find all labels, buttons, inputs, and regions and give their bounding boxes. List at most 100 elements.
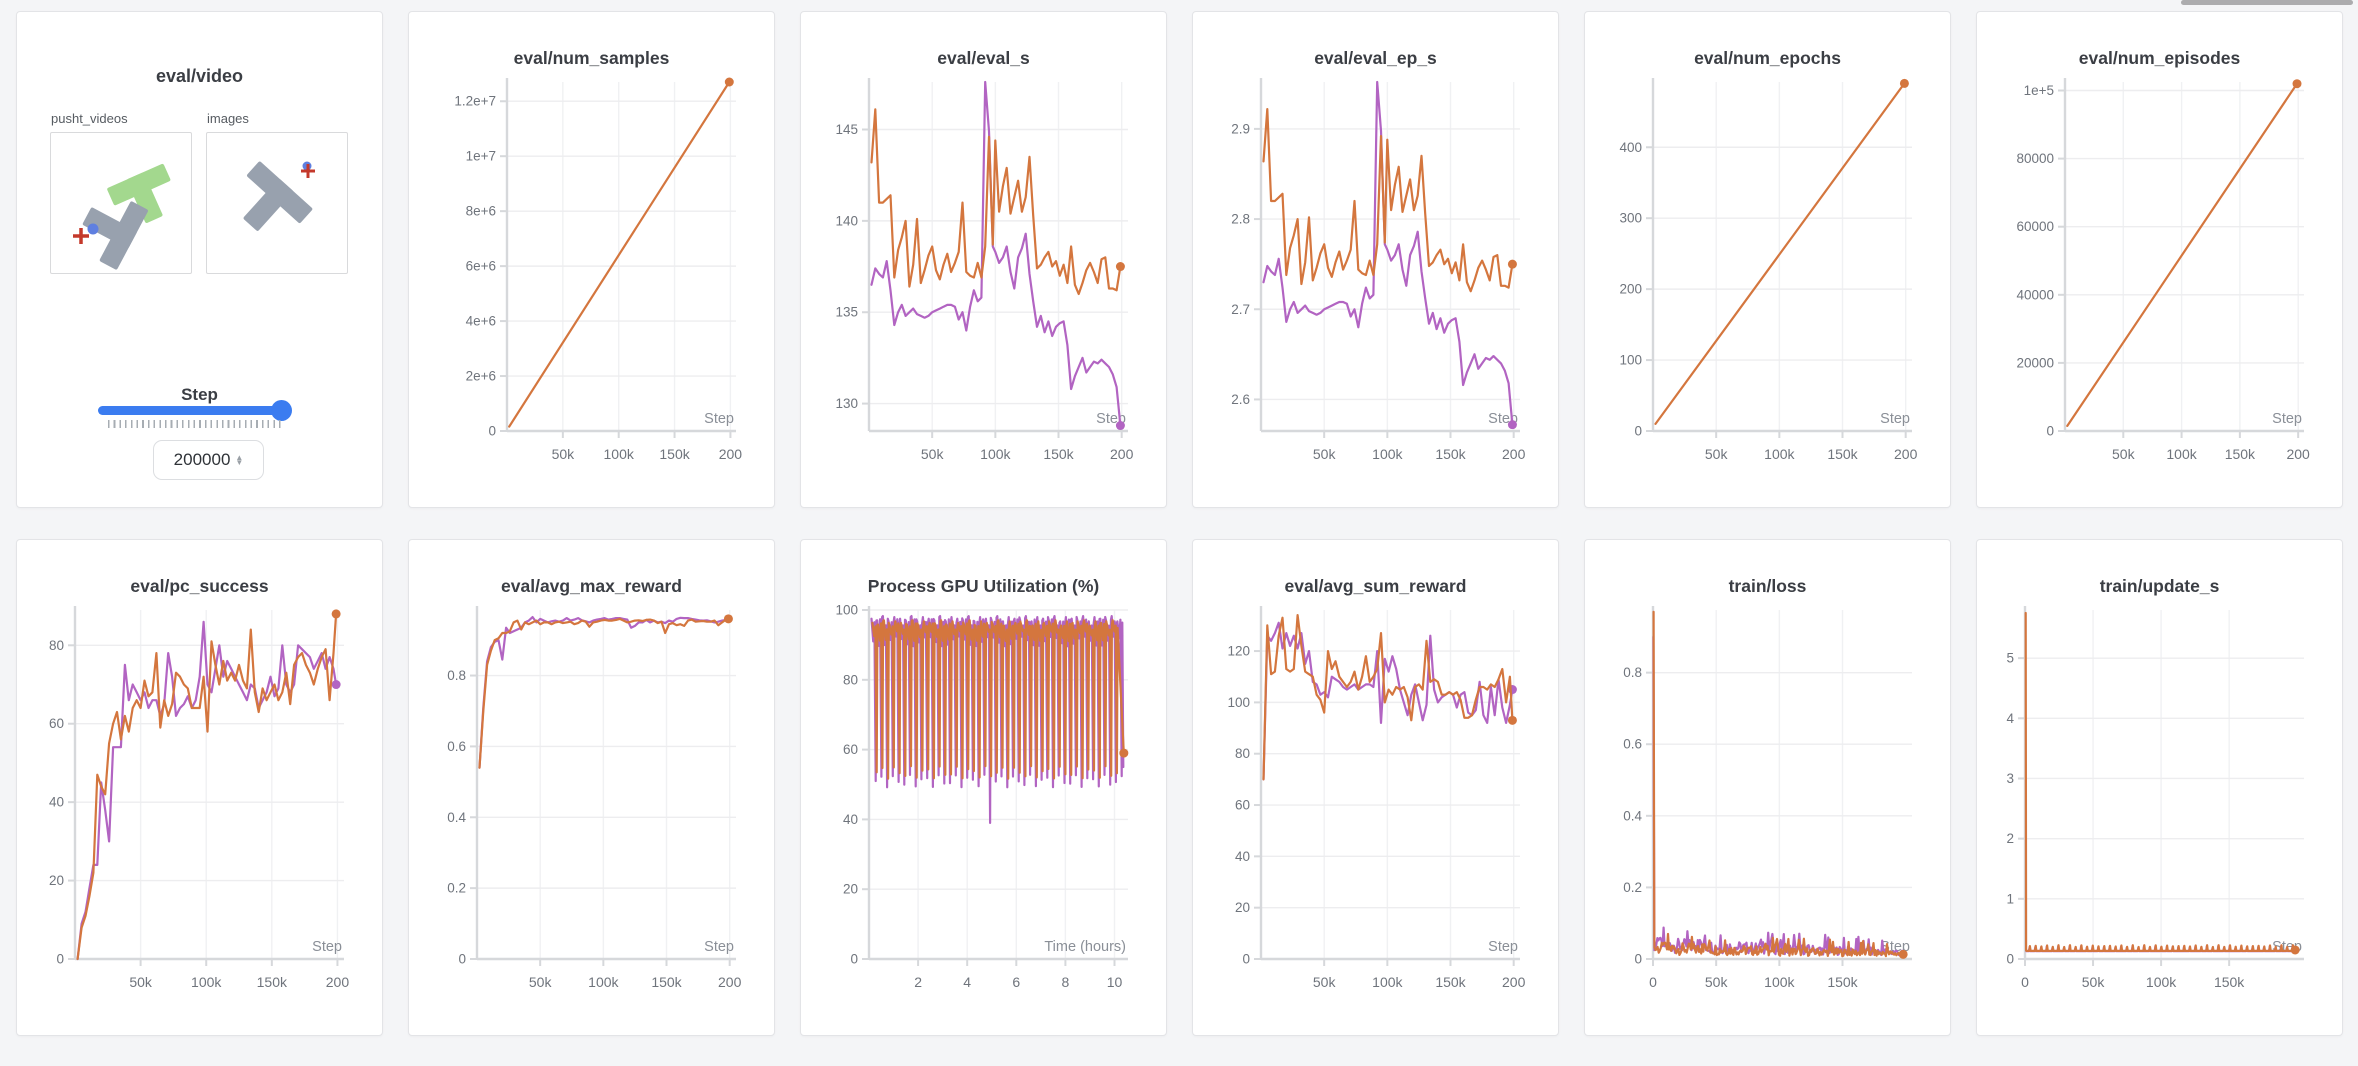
chart-panel-eval-avg-sum-reward: eval/avg_sum_reward 50k 100k 150k 200 0 20 40 6… <box>1192 539 1559 1036</box>
chart-plot-area[interactable]: 50k 100k 150k 200 0 20000 40000 60000 80000 1e+5 S… <box>1977 77 2342 489</box>
svg-text:150k: 150k <box>1043 446 1074 462</box>
chart-plot-area[interactable]: 50k 100k 150k 200 2.6 2.7 2.8 2.9 Step <box>1193 77 1558 489</box>
svg-text:400: 400 <box>1619 140 1642 155</box>
stepper-arrows-icon[interactable]: ▲ ▼ <box>235 453 244 467</box>
svg-text:20000: 20000 <box>2016 355 2054 370</box>
pusht-video-thumbnail <box>50 132 192 274</box>
chart-title: eval/avg_max_reward <box>501 576 682 596</box>
svg-text:150k: 150k <box>659 446 690 462</box>
svg-text:50k: 50k <box>552 446 576 462</box>
svg-text:50k: 50k <box>2112 446 2136 462</box>
step-slider[interactable] <box>98 400 292 421</box>
series-line-run-orange <box>870 108 1122 296</box>
svg-text:150k: 150k <box>1827 446 1858 462</box>
chart-plot-area[interactable]: 0 50k 100k 150k 0 0.2 0.4 0.6 0.8 Step <box>1585 605 1950 1017</box>
svg-text:4e+6: 4e+6 <box>466 314 496 329</box>
svg-text:10: 10 <box>1107 974 1123 990</box>
svg-text:150k: 150k <box>1435 974 1466 990</box>
svg-text:2.8: 2.8 <box>1231 212 1250 227</box>
series-end-dot-run-orange <box>724 77 734 87</box>
series-end-dot-run-orange <box>1115 262 1125 272</box>
series-line-run-purple <box>1262 80 1514 426</box>
svg-text:5: 5 <box>2006 651 2014 666</box>
svg-text:100k: 100k <box>1764 974 1795 990</box>
chart-panel-train-loss: train/loss 0 50k 100k 150k 0 0.2 0.4 0.6 0.8 Step <box>1584 539 1951 1036</box>
svg-text:Step: Step <box>1488 939 1518 955</box>
svg-text:1e+5: 1e+5 <box>2024 83 2054 98</box>
svg-text:145: 145 <box>835 122 858 137</box>
gray-t-shape <box>82 201 148 270</box>
agent-dot <box>87 223 99 235</box>
chart-title: eval/pc_success <box>130 576 269 596</box>
svg-text:8e+6: 8e+6 <box>466 204 496 219</box>
svg-text:200: 200 <box>326 974 350 990</box>
step-slider-thumb[interactable] <box>271 400 292 421</box>
svg-text:200: 200 <box>719 446 743 462</box>
svg-text:300: 300 <box>1619 211 1642 226</box>
svg-text:200: 200 <box>1110 446 1134 462</box>
svg-text:1: 1 <box>2006 891 2014 906</box>
chart-plot-area[interactable]: 50k 100k 150k 200 0 2e+6 4e+6 6e+6 8e+6 1e+7 1.2e+… <box>409 77 774 489</box>
svg-text:0: 0 <box>850 952 858 967</box>
chart-plot-area[interactable]: 2 4 6 8 10 0 20 40 60 80 100 Time (hours) <box>801 605 1166 1017</box>
chart-title: eval/num_samples <box>513 48 670 68</box>
svg-text:20: 20 <box>49 873 64 888</box>
svg-text:Step: Step <box>704 411 734 427</box>
svg-text:20: 20 <box>1235 900 1250 915</box>
svg-text:100k: 100k <box>2166 446 2197 462</box>
series-line-run-orange <box>1262 614 1514 781</box>
series-line-run-orange <box>478 617 730 769</box>
horizontal-scrollbar[interactable] <box>2181 0 2353 5</box>
svg-text:0: 0 <box>1242 952 1250 967</box>
chart-plot-area[interactable]: 50k 100k 150k 200 0 20 40 60 80 100 120 Step <box>1193 605 1558 1017</box>
series-line-run-orange <box>508 80 731 428</box>
svg-text:200: 200 <box>1894 446 1918 462</box>
chart-plot-area[interactable]: 50k 100k 150k 200 0 100 200 300 400 Step <box>1585 77 1950 489</box>
chart-plot-area[interactable]: 50k 100k 150k 200 0 0.2 0.4 0.6 0.8 Step <box>409 605 774 1017</box>
chart-title: eval/eval_ep_s <box>1314 48 1437 68</box>
series-end-dot-run-orange <box>1507 715 1517 725</box>
series-end-dot-run-orange <box>1899 78 1909 88</box>
svg-text:50k: 50k <box>529 974 553 990</box>
series-end-dot-run-purple <box>331 680 341 690</box>
svg-text:60: 60 <box>49 716 64 731</box>
svg-text:0.4: 0.4 <box>447 810 466 825</box>
media-key-label: images <box>207 111 249 126</box>
svg-text:Step: Step <box>704 939 734 955</box>
svg-text:200: 200 <box>1619 282 1642 297</box>
series-line-run-orange <box>2024 611 2297 952</box>
svg-text:6e+6: 6e+6 <box>466 259 496 274</box>
chart-plot-area[interactable]: 50k 100k 150k 200 0 20 40 60 80 Step <box>17 605 382 1017</box>
step-slider-heading: Step <box>181 384 218 404</box>
svg-text:100k: 100k <box>1372 974 1403 990</box>
series-end-dot-run-orange <box>723 614 733 624</box>
svg-text:80: 80 <box>49 638 64 653</box>
svg-text:0: 0 <box>488 424 496 439</box>
gray-t-shape <box>243 161 313 231</box>
svg-text:200: 200 <box>1502 974 1526 990</box>
chart-panel-process-gpu-utilization-: Process GPU Utilization (%) 2 4 6 8 10 0 20 40 6… <box>800 539 1167 1036</box>
chart-plot-area[interactable]: 50k 100k 150k 200 130 135 140 145 Step <box>801 77 1166 489</box>
svg-text:200: 200 <box>1502 446 1526 462</box>
svg-text:0: 0 <box>2046 424 2054 439</box>
chart-plot-area[interactable]: 0 50k 100k 150k 0 1 2 3 4 5 Step <box>1977 605 2342 1017</box>
svg-text:60: 60 <box>843 742 858 757</box>
chart-panel-eval-num-episodes: eval/num_episodes 50k 100k 150k 200 0 20000 40… <box>1976 11 2343 508</box>
step-value: 200000 <box>173 450 231 469</box>
svg-text:100k: 100k <box>1764 446 1795 462</box>
svg-text:100: 100 <box>835 605 858 618</box>
svg-text:40: 40 <box>49 795 64 810</box>
step-number-input[interactable]: 200000 ▲ ▼ <box>153 440 264 480</box>
chart-panel-eval-num-samples: eval/num_samples 50k 100k 150k 200 0 2e+6 4e+6… <box>408 11 775 508</box>
svg-text:100: 100 <box>1619 353 1642 368</box>
series-line-run-orange <box>871 619 1125 780</box>
images-scene-image <box>243 161 315 231</box>
chart-title: eval/avg_sum_reward <box>1284 576 1467 596</box>
svg-text:135: 135 <box>835 305 858 320</box>
svg-text:40: 40 <box>1235 849 1250 864</box>
svg-text:0.8: 0.8 <box>1623 665 1642 680</box>
svg-text:100k: 100k <box>588 974 619 990</box>
svg-text:100k: 100k <box>980 446 1011 462</box>
svg-text:0.2: 0.2 <box>1623 880 1642 895</box>
series-line-run-purple <box>870 80 1122 427</box>
